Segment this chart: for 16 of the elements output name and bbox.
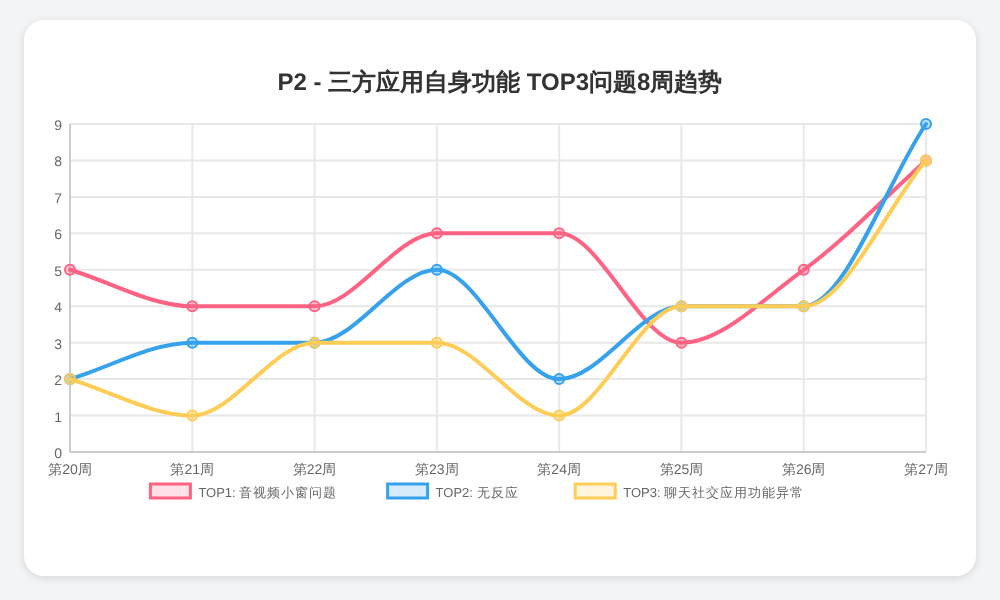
point (675, 336, 688, 349)
line-series (64, 154, 932, 422)
point (797, 263, 810, 276)
point (553, 227, 566, 240)
point (553, 409, 566, 422)
point (430, 263, 443, 276)
point (430, 227, 443, 240)
point (186, 336, 199, 349)
point (430, 336, 443, 349)
point (308, 300, 321, 313)
chart-title: P2 - 三方应用自身功能 TOP3问题8周趋势 (277, 68, 723, 96)
point (553, 373, 566, 386)
point (64, 263, 76, 276)
point (186, 300, 199, 313)
point (920, 118, 932, 130)
point (186, 409, 199, 422)
